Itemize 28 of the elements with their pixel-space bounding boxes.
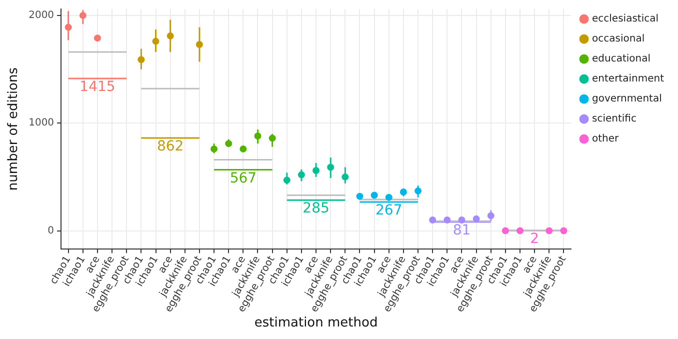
legend-label: educational — [592, 54, 651, 65]
legend-label: scientific — [592, 114, 636, 125]
point — [458, 216, 466, 224]
legend-label: occasional — [592, 34, 645, 45]
legend-label: ecclesiastical — [592, 14, 659, 25]
point — [546, 227, 553, 234]
data-label: 81 — [452, 222, 471, 239]
point — [385, 194, 392, 201]
data-label: 567 — [230, 170, 257, 186]
y-axis-title: number of editions — [6, 67, 22, 191]
legend-label: governmental — [592, 94, 662, 105]
data-label: 285 — [302, 200, 330, 217]
data-label: 2 — [530, 231, 540, 248]
point — [516, 227, 524, 234]
legend-label: other — [592, 134, 620, 145]
point — [502, 227, 509, 234]
point — [444, 216, 451, 224]
point — [560, 227, 568, 234]
legend-label: entertainment — [592, 74, 664, 85]
data-label: 862 — [156, 138, 184, 155]
y-tick-label: 2000 — [28, 10, 54, 22]
x-axis-title: estimation method — [254, 316, 378, 331]
y-tick-label: 1000 — [28, 118, 54, 129]
point — [472, 215, 480, 222]
point — [429, 216, 436, 224]
y-tick-label: 0 — [48, 225, 54, 236]
data-label: 1415 — [80, 79, 116, 96]
data-label: 267 — [376, 202, 402, 219]
